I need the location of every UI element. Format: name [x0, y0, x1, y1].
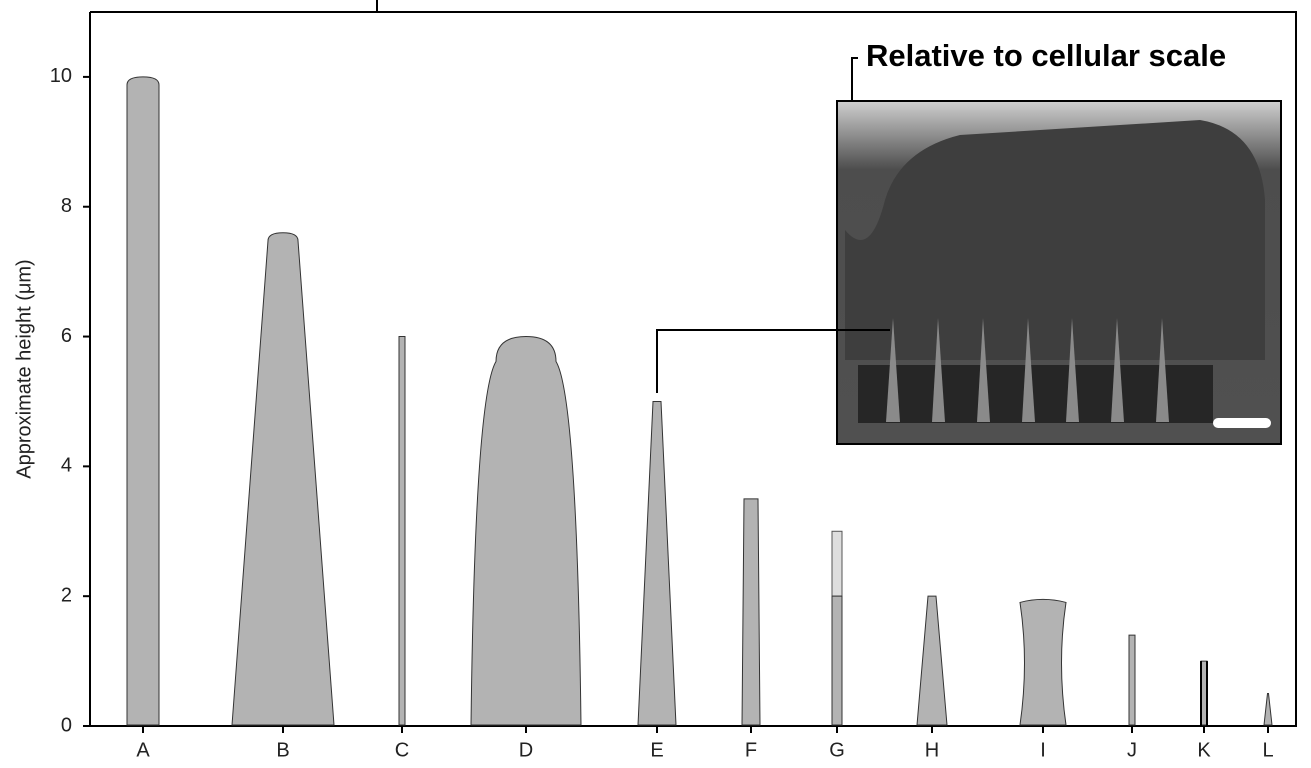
y-axis-label: Approximate height (μm)	[13, 259, 35, 478]
x-tick-label: F	[745, 739, 757, 761]
bar	[1020, 599, 1066, 725]
x-tick-label: I	[1040, 739, 1046, 761]
bar	[471, 337, 581, 725]
bar	[127, 77, 159, 725]
y-tick-label: 2	[61, 584, 72, 606]
inset: Relative to cellular scale	[657, 38, 1281, 444]
x-tick-label: H	[925, 739, 939, 761]
x-tick-label: C	[395, 739, 409, 761]
x-tick-label: E	[650, 739, 663, 761]
bar	[917, 596, 947, 725]
bar	[1264, 694, 1272, 725]
x-tick-label: J	[1127, 739, 1137, 761]
bar	[742, 499, 760, 725]
x-tick-label: G	[829, 739, 845, 761]
bar	[832, 596, 842, 725]
bar	[232, 233, 334, 725]
bar	[1129, 635, 1135, 725]
inset-bracket	[852, 58, 858, 101]
chart: Relative to cellular scale Approximate h…	[0, 0, 1311, 763]
upper-segment	[832, 531, 842, 596]
bar	[399, 337, 405, 725]
y-tick-label: 4	[61, 455, 72, 477]
scale-bar	[1213, 418, 1271, 428]
x-tick-label: D	[519, 739, 533, 761]
y-tick-label: 10	[50, 65, 72, 87]
x-tick-label: B	[276, 739, 289, 761]
x-tick-label: A	[136, 739, 150, 761]
y-tick-label: 8	[61, 195, 72, 217]
y-tick-label: 0	[61, 714, 72, 736]
x-tick-label: K	[1197, 739, 1211, 761]
inset-title: Relative to cellular scale	[866, 38, 1226, 73]
bar	[638, 401, 676, 725]
y-tick-label: 6	[61, 325, 72, 347]
x-tick-label: L	[1262, 739, 1273, 761]
